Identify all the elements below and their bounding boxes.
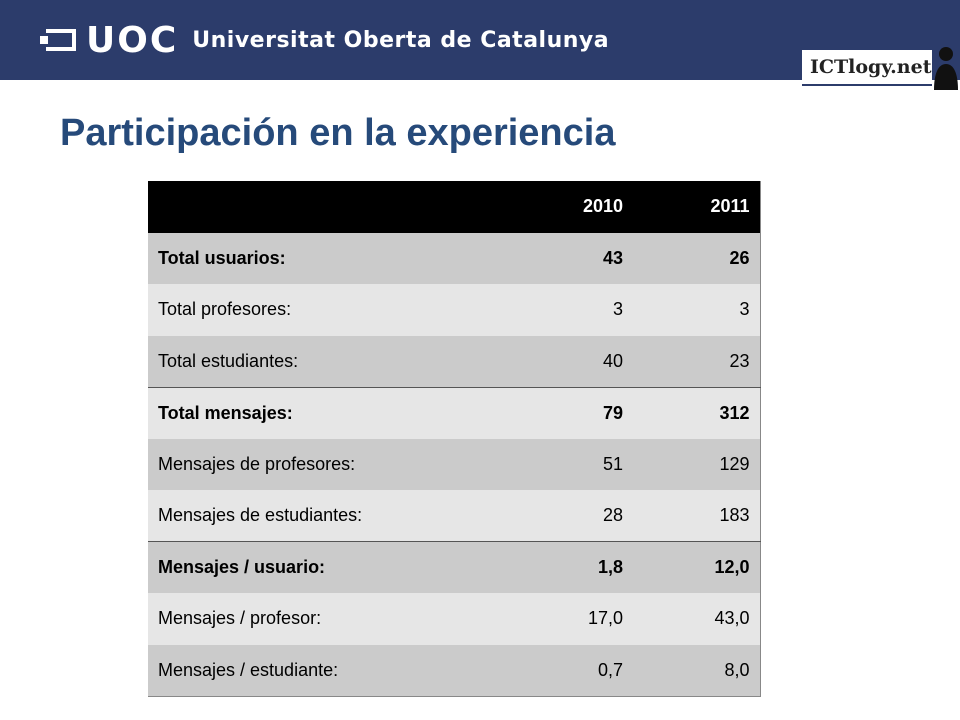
table-row: Total mensajes: 79 312 xyxy=(148,386,760,439)
value-2011: 312 xyxy=(633,386,760,439)
value-2011: 43,0 xyxy=(714,608,750,629)
value-2011: 8,0 xyxy=(724,659,750,680)
uoc-logo: UOC Universitat Oberta de Catalunya xyxy=(40,19,610,61)
value-2010: 0,7 xyxy=(597,659,623,680)
table-header-row: 2010 2011 xyxy=(148,181,760,233)
value-2010: 43 xyxy=(602,247,623,268)
table-row: Total estudiantes: 40 23 xyxy=(148,335,760,387)
value-2011: 129 xyxy=(719,453,750,474)
value-2010: 51 xyxy=(602,453,623,474)
header-cell-2010: 2010 xyxy=(582,196,623,217)
row-label: Total profesores: xyxy=(158,299,292,320)
page-title: Participación en la experiencia xyxy=(60,112,616,154)
table-row: Total usuarios: 43 26 xyxy=(148,232,760,284)
row-label: Total estudiantes: xyxy=(158,350,299,371)
header-cell-2011: 2011 xyxy=(710,196,750,217)
header-cell-label xyxy=(148,181,488,233)
value-2010: 28 xyxy=(602,505,623,525)
header-bar: UOC Universitat Oberta de Catalunya xyxy=(0,0,960,80)
table-row: Mensajes / usuario: 1,8 12,0 xyxy=(148,541,760,593)
value-2011: 3 xyxy=(739,299,750,320)
value-2010: 17,0 xyxy=(587,608,623,629)
uoc-logo-mark-icon xyxy=(40,25,76,55)
table-row: Mensajes / profesor: 17,0 43,0 xyxy=(148,593,760,645)
row-label: Mensajes / usuario: xyxy=(148,541,488,593)
row-label: Mensajes / estudiante: xyxy=(158,659,339,680)
value-2010: 1,8 xyxy=(488,541,633,593)
value-2011: 183 xyxy=(719,505,750,525)
table-row: Mensajes de estudiantes: 28 183 xyxy=(148,490,760,542)
logo-short-text: UOC xyxy=(86,19,179,61)
person-silhouette-icon xyxy=(934,47,958,90)
value-2010: 3 xyxy=(612,299,623,320)
value-2010: 79 xyxy=(488,386,633,439)
ictlogy-label-box: ICTlogy.net xyxy=(802,50,932,86)
row-label: Mensajes / profesor: xyxy=(158,608,322,629)
value-2011: 23 xyxy=(729,350,750,371)
value-2011: 26 xyxy=(729,247,750,268)
ictlogy-text: ICTlogy.net xyxy=(810,56,932,78)
row-label: Mensajes de profesores: xyxy=(158,453,356,474)
row-label: Total mensajes: xyxy=(148,386,488,439)
table-row: Mensajes / estudiante: 0,7 8,0 xyxy=(148,644,760,696)
table-row: Mensajes de profesores: 51 129 xyxy=(148,438,760,490)
participation-table: 2010 2011 Total usuarios: 43 26 Total pr… xyxy=(148,181,761,697)
table-row: Total profesores: 3 3 xyxy=(148,284,760,336)
row-label: Mensajes de estudiantes: xyxy=(158,505,363,525)
row-label: Total usuarios: xyxy=(158,247,286,268)
value-2010: 40 xyxy=(602,350,623,371)
ictlogy-brand: ICTlogy.net xyxy=(802,44,960,90)
value-2011: 12,0 xyxy=(633,541,760,593)
logo-long-text: Universitat Oberta de Catalunya xyxy=(192,27,610,53)
